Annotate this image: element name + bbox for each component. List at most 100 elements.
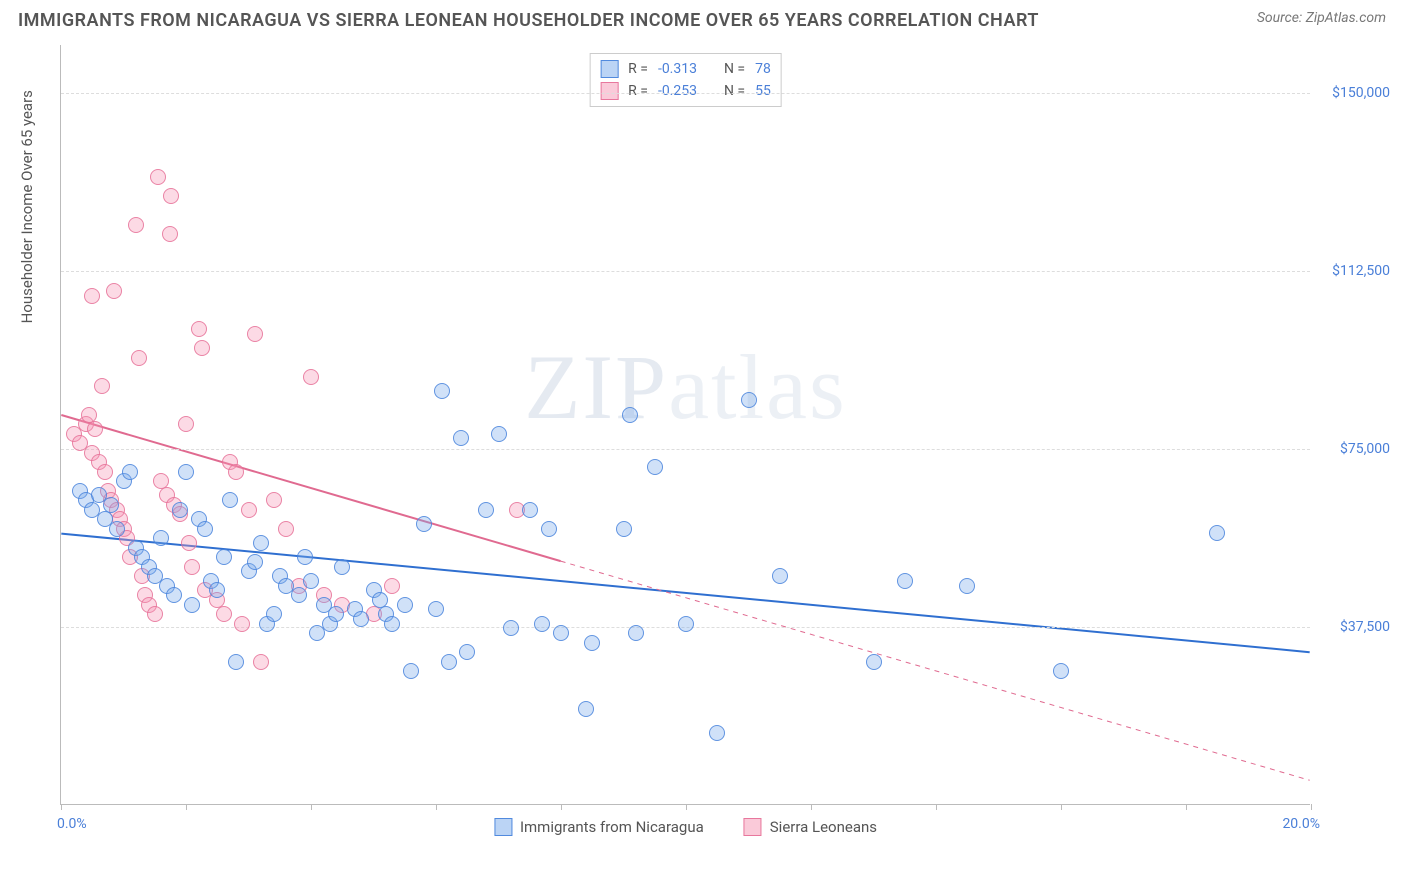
legend: Immigrants from Nicaragua Sierra Leonean…	[494, 818, 877, 836]
data-point	[522, 502, 538, 518]
data-point	[178, 464, 194, 480]
gridline	[61, 93, 1310, 94]
data-point	[228, 464, 244, 480]
data-point	[303, 573, 319, 589]
data-point	[253, 535, 269, 551]
legend-label-blue: Immigrants from Nicaragua	[520, 818, 704, 836]
data-point	[234, 616, 250, 632]
data-point	[553, 625, 569, 641]
x-tick	[811, 804, 812, 810]
legend-label-pink: Sierra Leoneans	[770, 818, 877, 836]
data-point	[441, 654, 457, 670]
trend-lines	[61, 45, 1310, 804]
legend-item-blue: Immigrants from Nicaragua	[494, 818, 704, 836]
data-point	[197, 521, 213, 537]
data-point	[253, 654, 269, 670]
r-label: R =	[628, 83, 648, 99]
data-point	[241, 502, 257, 518]
data-point	[622, 407, 638, 423]
x-tick	[561, 804, 562, 810]
data-point	[109, 521, 125, 537]
data-point	[434, 383, 450, 399]
data-point	[503, 620, 519, 636]
data-point	[772, 568, 788, 584]
x-tick	[936, 804, 937, 810]
data-point	[291, 587, 307, 603]
data-point	[741, 392, 757, 408]
data-point	[897, 573, 913, 589]
data-point	[428, 601, 444, 617]
corr-row-blue: R = -0.313 N = 78	[600, 58, 771, 80]
x-tick	[436, 804, 437, 810]
data-point	[353, 611, 369, 627]
data-point	[94, 378, 110, 394]
x-tick	[311, 804, 312, 810]
chart-area: Householder Income Over 65 years ZIPatla…	[50, 45, 1390, 835]
data-point	[166, 587, 182, 603]
data-point	[678, 616, 694, 632]
data-point	[459, 644, 475, 660]
data-point	[163, 188, 179, 204]
data-point	[184, 597, 200, 613]
gridline	[61, 271, 1310, 272]
gridline	[61, 449, 1310, 450]
legend-item-pink: Sierra Leoneans	[744, 818, 877, 836]
data-point	[491, 426, 507, 442]
data-point	[416, 516, 432, 532]
data-point	[84, 288, 100, 304]
x-tick	[61, 804, 62, 810]
x-tick	[1186, 804, 1187, 810]
data-point	[247, 554, 263, 570]
data-point	[209, 582, 225, 598]
n-value-pink: 55	[755, 83, 771, 99]
data-point	[122, 464, 138, 480]
data-point	[328, 606, 344, 622]
data-point	[150, 169, 166, 185]
watermark-zip: ZIP	[524, 336, 668, 438]
data-point	[959, 578, 975, 594]
correlation-box: R = -0.313 N = 78 R = -0.253 N = 55	[589, 53, 782, 107]
data-point	[334, 559, 350, 575]
data-point	[534, 616, 550, 632]
data-point	[172, 502, 188, 518]
data-point	[453, 430, 469, 446]
data-point	[297, 549, 313, 565]
data-point	[128, 217, 144, 233]
data-point	[1053, 663, 1069, 679]
corr-row-pink: R = -0.253 N = 55	[600, 80, 771, 102]
data-point	[131, 350, 147, 366]
data-point	[147, 606, 163, 622]
y-tick-label: $112,500	[1315, 263, 1390, 279]
data-point	[222, 492, 238, 508]
data-point	[1209, 525, 1225, 541]
x-max-label: 20.0%	[1282, 816, 1320, 832]
swatch-blue-icon	[494, 818, 512, 836]
data-point	[584, 635, 600, 651]
data-point	[194, 340, 210, 356]
data-point	[866, 654, 882, 670]
data-point	[191, 321, 207, 337]
data-point	[216, 606, 232, 622]
n-label: N =	[724, 61, 745, 77]
data-point	[384, 578, 400, 594]
r-value-blue: -0.313	[658, 61, 697, 77]
data-point	[647, 459, 663, 475]
y-tick-label: $150,000	[1315, 85, 1390, 101]
data-point	[181, 535, 197, 551]
data-point	[266, 606, 282, 622]
data-point	[247, 326, 263, 342]
data-point	[178, 416, 194, 432]
data-point	[216, 549, 232, 565]
data-point	[403, 663, 419, 679]
data-point	[303, 369, 319, 385]
y-axis-label: Householder Income Over 65 years	[18, 90, 36, 323]
data-point	[103, 497, 119, 513]
x-min-label: 0.0%	[57, 816, 87, 832]
x-tick	[1061, 804, 1062, 810]
data-point	[97, 464, 113, 480]
data-point	[578, 701, 594, 717]
swatch-pink-icon	[744, 818, 762, 836]
data-point	[384, 616, 400, 632]
data-point	[87, 421, 103, 437]
data-point	[153, 530, 169, 546]
